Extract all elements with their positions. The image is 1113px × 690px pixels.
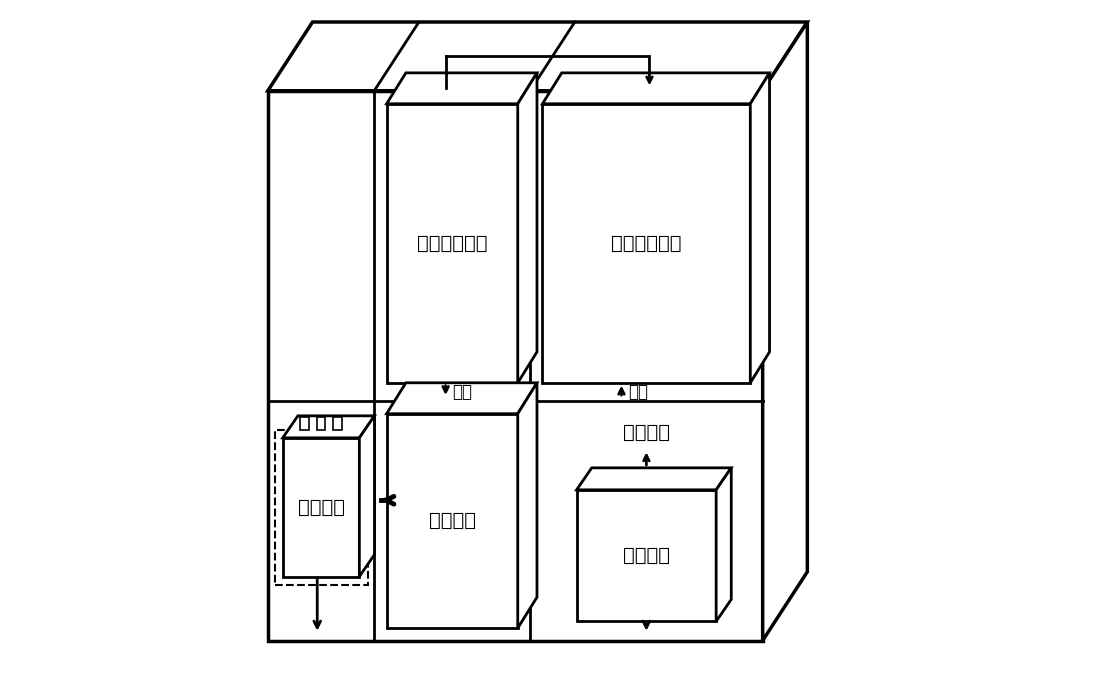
Text: 机侧开关: 机侧开关 [623, 546, 670, 565]
Polygon shape [386, 104, 518, 383]
Polygon shape [283, 416, 374, 438]
Polygon shape [518, 73, 536, 383]
Polygon shape [359, 416, 374, 577]
Polygon shape [750, 73, 769, 383]
Text: 散热: 散热 [453, 383, 473, 401]
Polygon shape [386, 383, 536, 414]
Polygon shape [334, 417, 342, 430]
Text: 散热: 散热 [629, 383, 649, 401]
Text: 网侧功率单元: 网侧功率单元 [417, 234, 487, 253]
Polygon shape [386, 414, 518, 628]
Polygon shape [518, 383, 536, 628]
Polygon shape [762, 22, 807, 640]
Text: 机侧功率单元: 机侧功率单元 [611, 234, 681, 253]
Text: 网侧电感: 网侧电感 [429, 511, 475, 531]
Polygon shape [386, 73, 536, 104]
Polygon shape [577, 490, 716, 622]
Polygon shape [275, 430, 367, 585]
Polygon shape [577, 468, 731, 490]
Polygon shape [283, 438, 359, 577]
Polygon shape [542, 104, 750, 383]
Polygon shape [268, 90, 762, 640]
Text: 机侧电感: 机侧电感 [623, 423, 670, 442]
Polygon shape [716, 468, 731, 622]
Text: 网侧开关: 网侧开关 [297, 497, 345, 517]
Polygon shape [301, 417, 308, 430]
Polygon shape [317, 417, 325, 430]
Polygon shape [542, 73, 769, 104]
Polygon shape [268, 22, 807, 90]
